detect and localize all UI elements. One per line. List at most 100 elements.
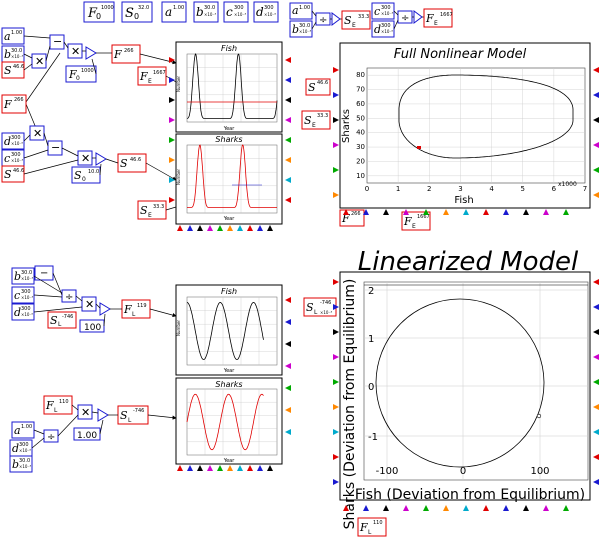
eq-param-a[interactable]: a 1.00 [289, 2, 313, 20]
port-marker [197, 465, 203, 471]
svg-text:Fish: Fish [454, 195, 473, 206]
lin2-in-d[interactable]: d 300 ×10⁻⁶ [9, 439, 33, 457]
port-marker [593, 454, 599, 460]
lin2-mult: ✕ [77, 404, 93, 420]
svg-text:1.00: 1.00 [77, 431, 97, 441]
nl-label-se[interactable]: S E 33.3 [301, 110, 331, 130]
lin-mult: ✕ [81, 296, 97, 312]
nl-label-f[interactable]: F 266 [339, 209, 365, 227]
out-se-left[interactable]: S E 33.3 [137, 200, 167, 220]
svg-text:d: d [4, 135, 11, 148]
out-f[interactable]: F 266 [111, 44, 141, 64]
port-marker [333, 454, 339, 460]
eq-out-se[interactable]: S E 33.3 [341, 10, 371, 30]
port-marker [247, 465, 253, 471]
edge-port-markers [169, 57, 599, 511]
lin2-divide: ÷ [43, 429, 59, 443]
eq-out-fe[interactable]: F E 1667 [423, 8, 453, 28]
lin-in-c[interactable]: c 300 ×10⁻³ [11, 286, 35, 304]
svg-text:30.0: 30.0 [204, 5, 215, 11]
nonlinear-title: Full Nonlinear Model [394, 47, 527, 62]
svg-text:÷: ÷ [401, 13, 409, 24]
eq-param-b[interactable]: b 30.0 ×10⁻³ [289, 20, 313, 38]
lin2-in-b[interactable]: b 30.0 ×10⁻³ [9, 455, 33, 473]
port-marker [227, 465, 233, 471]
in-b[interactable]: b 30.0 ×10⁻³ [1, 45, 25, 63]
port-marker [343, 209, 349, 215]
svg-text:✕: ✕ [33, 127, 42, 140]
top-param-s0[interactable]: S 0 32.0 [121, 1, 153, 23]
svg-text:119: 119 [137, 303, 147, 309]
in-s-2[interactable]: S 46.6 [1, 165, 25, 183]
svg-text:30.0: 30.0 [21, 270, 32, 276]
port-marker [343, 505, 349, 511]
top-param-f0[interactable]: F 0 1000 [83, 1, 115, 23]
in-s0[interactable]: S 0 10.0 [71, 166, 101, 184]
lin-in-d[interactable]: d 300 ×10⁻⁶ [11, 303, 35, 321]
svg-text:F: F [3, 98, 12, 111]
svg-text:1667: 1667 [440, 12, 453, 18]
out-s[interactable]: S 46.6 [117, 153, 147, 173]
svg-text:c: c [374, 5, 380, 18]
svg-text:300: 300 [11, 152, 21, 158]
svg-text:d: d [374, 23, 381, 36]
lin-label-fl[interactable]: F L 110 [357, 517, 387, 537]
lin-label-sl[interactable]: S L -746 ×10⁻³ [303, 297, 337, 317]
lin-in-sl[interactable]: S L -746 [47, 311, 77, 329]
in-f[interactable]: F 266 [1, 94, 27, 114]
svg-text:×10⁻³: ×10⁻³ [11, 158, 24, 163]
svg-text:d: d [256, 5, 264, 19]
lin-in-b[interactable]: b 30.0 ×10⁻³ [11, 267, 35, 285]
nl-label-s[interactable]: S 46.6 [305, 78, 331, 96]
svg-text:30.0: 30.0 [299, 23, 310, 29]
port-marker [593, 167, 599, 173]
svg-text:L: L [128, 417, 132, 424]
lin-out-fl[interactable]: F L 119 [121, 299, 151, 319]
y-tick-label: 80 [356, 71, 365, 79]
eq-param-d[interactable]: d 300 ×10⁻⁶ [371, 20, 395, 38]
lin2-in-fl[interactable]: F L 110 [43, 395, 73, 415]
in-a[interactable]: a 1.00 [1, 27, 25, 45]
port-marker [217, 225, 223, 231]
eq-param-c[interactable]: c 300 ×10⁻³ [371, 2, 395, 20]
x-tick-label: 0 [365, 185, 369, 193]
svg-text:x1000: x1000 [558, 181, 577, 188]
svg-text:S: S [308, 81, 316, 94]
svg-text:110: 110 [59, 399, 69, 405]
wires-lin-1 [33, 272, 177, 327]
in-f0[interactable]: F 0 1000 [65, 65, 97, 83]
svg-text:110: 110 [373, 520, 383, 526]
port-marker [593, 192, 599, 198]
svg-text:✕: ✕ [81, 406, 90, 419]
svg-text:33.3: 33.3 [358, 14, 369, 20]
port-marker [333, 92, 339, 98]
nl-label-fe[interactable]: F E 1667 [401, 211, 431, 231]
y-tick-label: 50 [356, 114, 365, 122]
sub-2: − [47, 140, 63, 156]
port-marker [563, 505, 569, 511]
in-d[interactable]: d 300 ×10⁻⁶ [1, 132, 25, 150]
top-param-d[interactable]: d 300 ×10⁻⁶ [253, 1, 279, 23]
svg-text:-746: -746 [133, 408, 144, 414]
lin2-const[interactable]: 1.00 [73, 427, 101, 441]
port-marker [593, 329, 599, 335]
svg-text:b: b [12, 458, 19, 471]
lin2-in-a[interactable]: a 1.00 [11, 421, 35, 439]
svg-text:0: 0 [134, 12, 139, 21]
top-param-b[interactable]: b 30.0 ×10⁻³ [193, 1, 219, 23]
top-param-a[interactable]: a 1.00 [161, 1, 187, 23]
lin-const[interactable]: 100 [79, 319, 105, 333]
svg-text:c: c [14, 289, 20, 302]
lin2-out-sl[interactable]: S L -746 [117, 405, 149, 425]
mult-3: ✕ [29, 125, 45, 141]
out-fe[interactable]: F E 1667 [137, 66, 167, 86]
svg-text:1.00: 1.00 [21, 424, 32, 430]
svg-text:Year: Year [223, 126, 236, 132]
svg-text:L: L [132, 311, 136, 318]
port-marker [285, 77, 291, 83]
in-c[interactable]: c 300 ×10⁻³ [1, 149, 25, 167]
in-s[interactable]: S 46.6 [1, 61, 25, 79]
top-param-c[interactable]: c 300 ×10⁻³ [223, 1, 249, 23]
svg-text:d: d [12, 442, 19, 455]
